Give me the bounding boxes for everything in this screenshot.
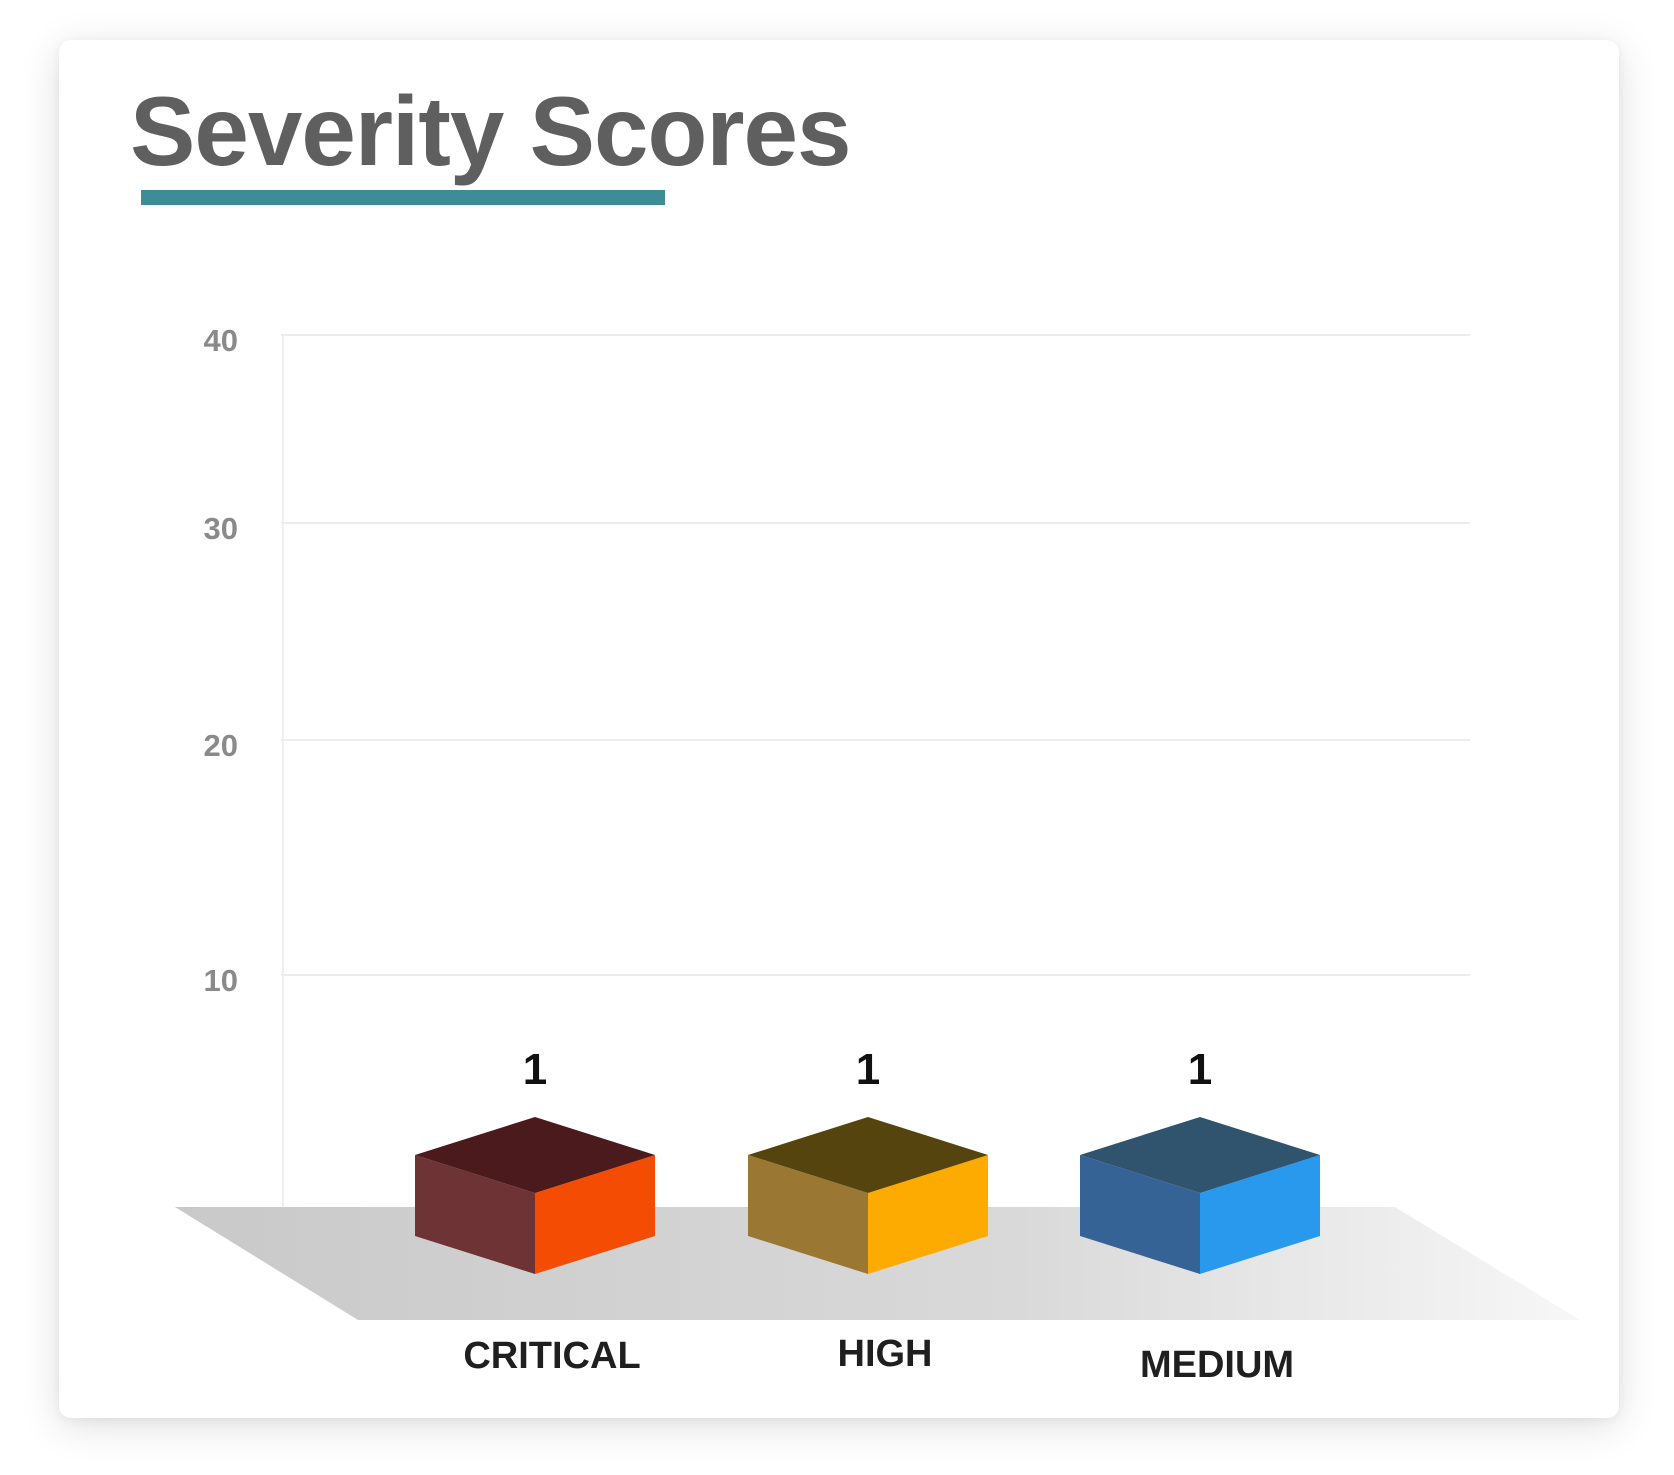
grid-layer: 10 20 30 40: [204, 323, 1470, 1250]
page-title: Severity Scores: [130, 76, 851, 186]
bar-left-face: [415, 1155, 535, 1274]
x-tick-label: HIGH: [838, 1333, 933, 1375]
labels-layer: 1 CRITICAL 1 HIGH 1 MEDIUM: [463, 1045, 1294, 1386]
bar-left-face: [1080, 1155, 1200, 1274]
data-label: 1: [856, 1045, 880, 1094]
bar-top-face: [1080, 1117, 1320, 1193]
data-label: 1: [1188, 1045, 1212, 1094]
y-tick-label: 40: [204, 323, 238, 358]
title-underline: [141, 190, 665, 205]
bar-medium: [1080, 1117, 1320, 1274]
bar-top-face: [748, 1117, 988, 1193]
data-label: 1: [523, 1045, 547, 1094]
y-tick-label: 10: [204, 963, 238, 998]
bar-left-face: [748, 1155, 868, 1274]
x-tick-label: CRITICAL: [463, 1335, 640, 1377]
y-tick-label: 20: [204, 728, 238, 763]
x-tick-label: MEDIUM: [1140, 1344, 1294, 1386]
bar-right-face: [1200, 1155, 1320, 1274]
bar-right-face: [868, 1155, 988, 1274]
bars-layer: [415, 1117, 1320, 1274]
bar-top-face: [415, 1117, 655, 1193]
bar-high: [748, 1117, 988, 1274]
y-tick-label: 30: [204, 511, 238, 546]
bar-critical: [415, 1117, 655, 1274]
bar-right-face: [535, 1155, 655, 1274]
